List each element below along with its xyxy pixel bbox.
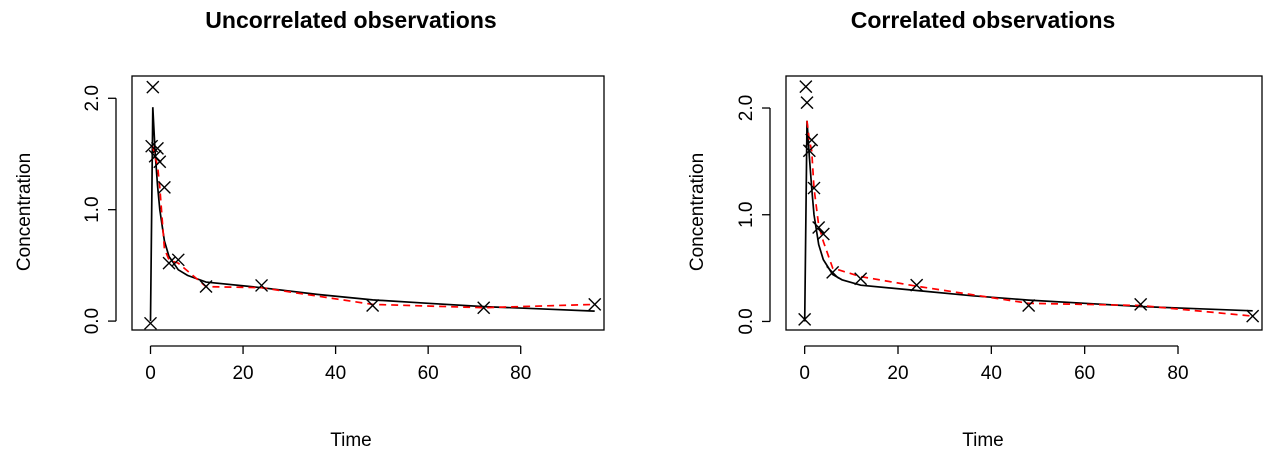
data-point — [799, 80, 813, 94]
x-axis-label: Time — [962, 430, 1004, 451]
y-tick-label: 2.0 — [82, 85, 103, 111]
data-point — [812, 221, 826, 235]
x-tick-label: 60 — [1074, 363, 1095, 384]
data-point — [171, 253, 185, 267]
data-point — [588, 297, 602, 311]
chart-title: Uncorrelated observations — [205, 7, 496, 33]
y-tick-label: 1.0 — [82, 196, 103, 222]
x-tick-label: 0 — [145, 363, 156, 384]
data-point — [798, 312, 812, 326]
y-tick-label: 0.0 — [736, 308, 757, 334]
data-point — [816, 227, 830, 241]
data-point — [802, 144, 816, 158]
series-line-solid — [803, 120, 1253, 322]
data-point — [157, 180, 171, 194]
panel-correlated: Correlated observations Time Concentrati… — [687, 7, 1263, 451]
data-point — [807, 181, 821, 195]
data-point — [153, 155, 167, 169]
y-axis-label: Concentration — [14, 153, 35, 271]
y-tick-label: 0.0 — [82, 308, 103, 334]
y-axis-label: Concentration — [687, 153, 708, 271]
chart-title: Correlated observations — [851, 7, 1116, 33]
x-tick-label: 20 — [887, 363, 908, 384]
data-point — [805, 133, 819, 147]
data-point — [854, 272, 868, 286]
data-point — [1022, 298, 1036, 312]
plot-frame — [785, 75, 1263, 331]
data-point — [1134, 297, 1148, 311]
x-tick-label: 40 — [981, 363, 1002, 384]
data-point — [910, 278, 924, 292]
data-point — [144, 316, 158, 330]
data-point — [162, 256, 176, 270]
y-tick-label: 1.0 — [736, 202, 757, 228]
x-tick-label: 40 — [325, 363, 346, 384]
data-point — [800, 96, 814, 110]
x-tick-label: 20 — [232, 363, 253, 384]
x-tick-label: 80 — [510, 363, 531, 384]
data-point — [199, 280, 213, 294]
x-tick-label: 60 — [418, 363, 439, 384]
plot-frame — [131, 75, 605, 331]
series-line-solid — [149, 107, 595, 322]
x-axis-label: Time — [330, 430, 372, 451]
data-point — [146, 80, 160, 94]
data-point — [1246, 309, 1260, 323]
data-point — [150, 141, 164, 155]
x-tick-label: 80 — [1167, 363, 1188, 384]
panel-uncorrelated: Uncorrelated observations Time Concentra… — [14, 7, 605, 451]
x-tick-label: 0 — [799, 363, 810, 384]
data-point — [477, 301, 491, 315]
data-point — [366, 298, 380, 312]
data-point — [255, 278, 269, 292]
y-tick-label: 2.0 — [736, 95, 757, 121]
data-point — [826, 265, 840, 279]
